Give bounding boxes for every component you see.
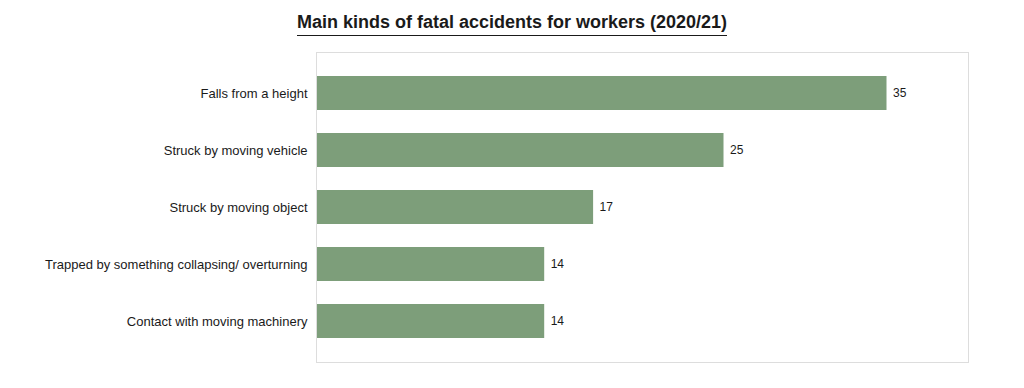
svg-text:Trapped by something collapsin: Trapped by something collapsing/ overtur… [45, 257, 308, 272]
svg-text:Falls from a height: Falls from a height [201, 86, 308, 101]
svg-text:25: 25 [730, 143, 744, 157]
svg-text:14: 14 [551, 314, 565, 328]
svg-text:Struck by moving object: Struck by moving object [169, 200, 307, 215]
svg-text:Contact with moving machinery: Contact with moving machinery [127, 314, 308, 329]
svg-text:35: 35 [893, 86, 907, 100]
html-text:Main kinds of fatal accidents: Main kinds of fatal accidents for worker… [296, 12, 728, 32]
svg-text:14: 14 [551, 257, 565, 271]
svg-text:17: 17 [600, 200, 614, 214]
svg-text:Struck by moving vehicle: Struck by moving vehicle [164, 143, 308, 158]
